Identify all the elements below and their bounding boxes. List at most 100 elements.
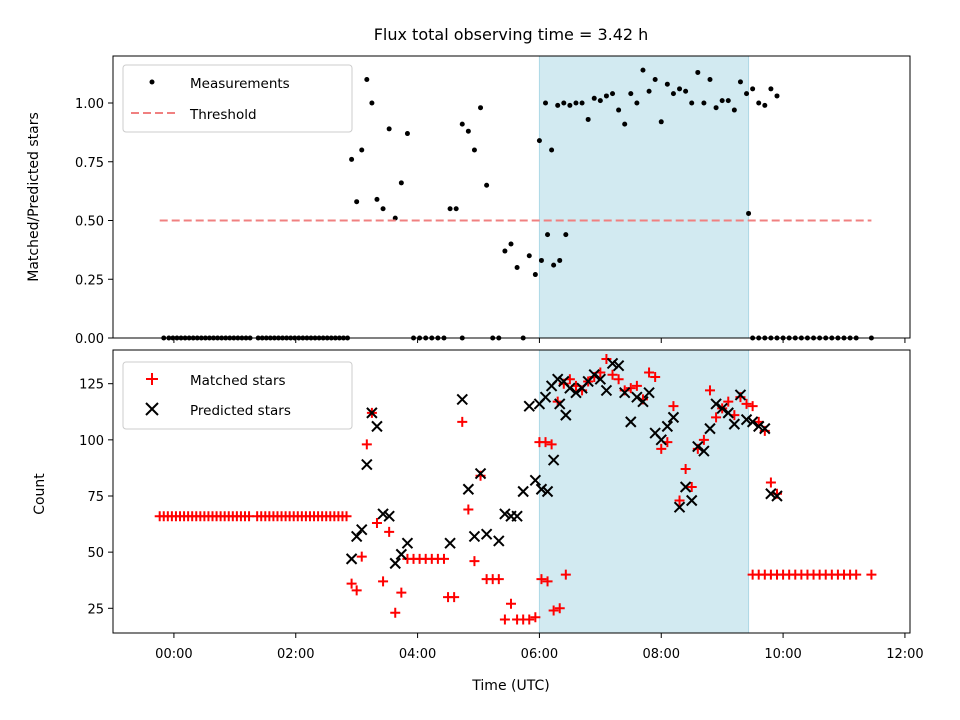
measurement-point bbox=[634, 100, 640, 106]
bottom-legend-box bbox=[122, 361, 353, 430]
matched-star-point bbox=[554, 603, 565, 614]
measurement-point bbox=[364, 77, 370, 82]
predicted-star-point bbox=[541, 485, 554, 498]
predicted-star-point bbox=[480, 528, 493, 540]
measurement-point bbox=[762, 102, 768, 108]
predicted-star-point bbox=[716, 402, 728, 415]
predicted-star-point bbox=[655, 434, 667, 446]
predicted-star-point bbox=[631, 391, 643, 403]
predicted-star-point bbox=[350, 530, 363, 543]
bottom-y-axis-label: Count bbox=[32, 473, 48, 515]
measurement-point bbox=[616, 107, 622, 113]
matched-star-point bbox=[371, 517, 382, 528]
measurement-point bbox=[545, 232, 551, 238]
predicted-star-point bbox=[366, 407, 378, 419]
measurement-point bbox=[610, 91, 616, 97]
predicted-star-point bbox=[686, 494, 698, 507]
predicted-star-point bbox=[722, 407, 734, 419]
predicted-star-point bbox=[625, 416, 637, 428]
x-axis-label: Time (UTC) bbox=[471, 678, 549, 694]
top-axes: 0.00 0.25 0.50 0.75 1.00 bbox=[75, 55, 911, 347]
matched-legend-label: Matched stars bbox=[190, 373, 286, 389]
matched-star-point bbox=[631, 380, 642, 391]
matched-star-point bbox=[396, 587, 407, 598]
measurement-point bbox=[484, 182, 490, 188]
measurement-point bbox=[369, 100, 375, 106]
measurement-point bbox=[392, 215, 398, 221]
predicted-legend-marker bbox=[145, 402, 159, 416]
predicted-star-point bbox=[740, 413, 753, 426]
measurement-point bbox=[526, 253, 532, 259]
measurement-point bbox=[719, 98, 725, 104]
measurement-point bbox=[354, 199, 360, 205]
measurement-point bbox=[465, 128, 471, 134]
predicted-star-point bbox=[570, 386, 582, 399]
predicted-star-point bbox=[401, 537, 414, 549]
measurement-point bbox=[768, 86, 774, 92]
measurement-point bbox=[398, 180, 404, 186]
y-tick-label: 0.25 bbox=[75, 273, 104, 288]
predicted-star-point bbox=[395, 548, 408, 561]
predicted-star-point bbox=[698, 445, 710, 457]
measurement-point bbox=[670, 91, 676, 97]
top-y-axis-label: Matched/Predicted stars bbox=[26, 112, 42, 282]
x-tick-label: 02:00 bbox=[277, 647, 314, 662]
measurement-point bbox=[478, 105, 484, 111]
y-tick-label: 125 bbox=[79, 378, 104, 393]
y-tick-label: 100 bbox=[79, 434, 104, 449]
measurement-point bbox=[557, 257, 563, 263]
predicted-star-point bbox=[523, 400, 535, 412]
matched-star-point bbox=[866, 569, 877, 580]
predicted-star-point bbox=[560, 409, 572, 421]
predicted-star-point bbox=[474, 467, 487, 480]
predicted-star-point bbox=[539, 391, 552, 403]
predicted-star-point bbox=[361, 458, 373, 471]
measurement-point bbox=[725, 98, 731, 104]
matched-star-point bbox=[438, 553, 449, 564]
measurement-point bbox=[573, 100, 579, 106]
measurement-point bbox=[536, 138, 542, 144]
measurement-point bbox=[551, 262, 557, 268]
measurement-point bbox=[502, 248, 508, 254]
x-tick-label: 04:00 bbox=[399, 647, 436, 662]
predicted-star-point bbox=[661, 420, 674, 433]
y-tick-label: 0.50 bbox=[75, 215, 104, 230]
bottom-axes: 00:00 02:00 04:00 06:00 08:00 10:00 12:00 25 50 7… bbox=[79, 349, 924, 662]
matched-star-point bbox=[505, 598, 516, 609]
measurement-point bbox=[538, 257, 544, 263]
predicted-star-point bbox=[564, 382, 576, 394]
measurement-point bbox=[640, 67, 646, 73]
matched-star-point bbox=[390, 607, 401, 618]
measurement-point bbox=[658, 119, 664, 125]
predicted-star-point bbox=[692, 440, 704, 453]
measurement-point bbox=[508, 241, 514, 247]
plot-frame bbox=[112, 55, 911, 339]
top-legend: Measurements Threshold bbox=[122, 64, 353, 133]
measurement-point bbox=[664, 81, 670, 87]
measurement-point bbox=[756, 100, 762, 106]
measurement-point bbox=[591, 95, 597, 101]
top-panel: 0.00 0.25 0.50 0.75 1.00 Matched/Predicted s… bbox=[26, 55, 911, 347]
matched-star-point bbox=[351, 585, 362, 596]
y-tick-label: 25 bbox=[87, 602, 104, 617]
predicted-legend-label: Predicted stars bbox=[190, 403, 291, 419]
matched-star-point bbox=[542, 576, 553, 587]
measurement-point bbox=[713, 105, 719, 111]
measurement-point bbox=[349, 156, 355, 162]
matched-star-point bbox=[704, 385, 715, 396]
matched-star-point bbox=[601, 353, 612, 364]
predicted-star-point bbox=[594, 373, 607, 385]
matched-star-point bbox=[851, 569, 862, 580]
predicted-star-point bbox=[377, 508, 389, 520]
predicted-star-point bbox=[551, 373, 564, 385]
predicted-star-point bbox=[456, 393, 468, 406]
measurement-point bbox=[359, 147, 365, 153]
predicted-star-point bbox=[679, 481, 692, 493]
x-tick-label: 10:00 bbox=[764, 647, 801, 662]
matched-star-point bbox=[674, 495, 685, 506]
predicted-star-point bbox=[345, 553, 358, 565]
chart-title: Flux total observing time = 3.42 h bbox=[374, 25, 649, 44]
measurement-point bbox=[750, 86, 756, 92]
measurements-legend-label: Measurements bbox=[190, 76, 290, 92]
